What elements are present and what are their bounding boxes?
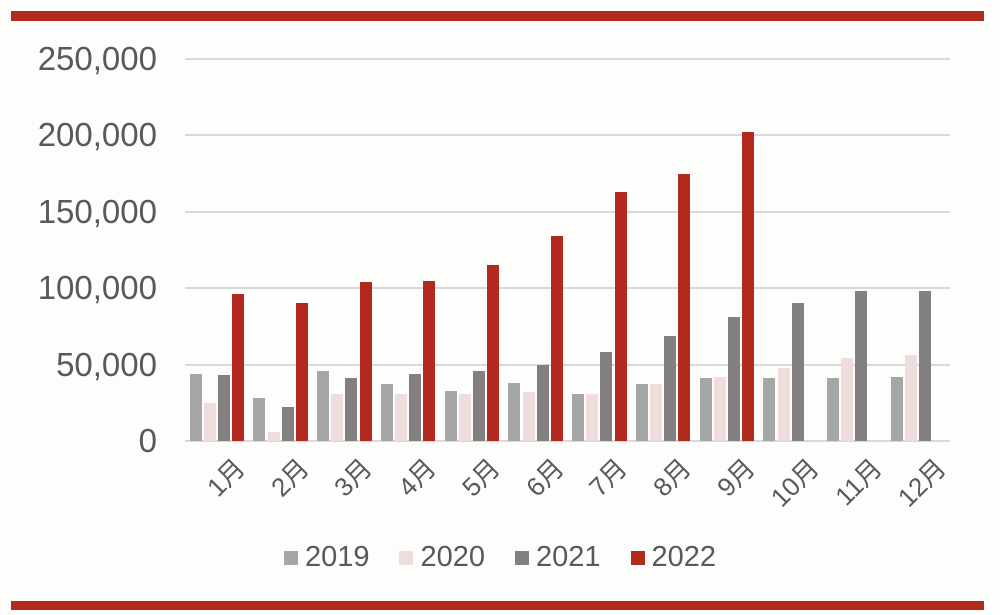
bar-2021-6月 xyxy=(536,364,549,441)
x-axis-label: 2月 xyxy=(264,452,315,503)
bar-2020-7月 xyxy=(586,393,599,441)
gridline xyxy=(185,440,950,442)
y-axis-tick-label: 250,000 xyxy=(37,40,157,77)
gridline xyxy=(185,363,950,366)
bar-2021-2月 xyxy=(281,407,294,441)
bar-2020-11月 xyxy=(841,358,854,441)
bar-2021-5月 xyxy=(472,370,485,441)
y-axis-tick-label: 200,000 xyxy=(37,116,157,154)
legend-label: 2020 xyxy=(420,541,485,573)
legend-marker-2021 xyxy=(515,550,529,565)
legend-marker-2019 xyxy=(283,550,298,565)
bar-2021-11月 xyxy=(855,291,868,441)
x-axis-label: 5月 xyxy=(455,452,506,503)
bar-2019-3月 xyxy=(317,370,330,441)
bar-2020-1月 xyxy=(203,402,216,441)
x-axis-label: 1月 xyxy=(200,452,251,503)
legend-marker-2020 xyxy=(399,550,414,565)
top-border-stripe xyxy=(11,11,984,21)
legend-item-2022: 2022 xyxy=(630,541,717,573)
bar-2022-4月 xyxy=(423,280,436,441)
bar-2019-9月 xyxy=(699,378,712,441)
bar-2019-8月 xyxy=(635,384,648,441)
chart-legend: 2019 2020 2021 2022 xyxy=(0,543,1000,572)
bar-2019-11月 xyxy=(827,378,840,441)
bar-2021-7月 xyxy=(600,352,613,441)
bar-2021-3月 xyxy=(345,378,358,441)
bar-2019-5月 xyxy=(444,390,457,441)
bar-2020-9月 xyxy=(713,376,726,441)
bar-2022-8月 xyxy=(678,173,691,441)
bar-2020-8月 xyxy=(650,384,663,441)
bar-2022-7月 xyxy=(614,191,627,441)
bar-2020-12月 xyxy=(905,355,918,441)
bar-2021-8月 xyxy=(664,335,677,441)
bar-2019-12月 xyxy=(890,376,903,441)
bar-2020-6月 xyxy=(522,392,535,441)
bar-2019-2月 xyxy=(253,398,266,441)
gridline xyxy=(185,58,950,60)
bar-2022-1月 xyxy=(232,294,245,441)
legend-label: 2019 xyxy=(304,541,370,573)
bottom-border-stripe xyxy=(11,601,984,610)
x-axis-label: 6月 xyxy=(519,452,570,503)
bar-2022-2月 xyxy=(295,303,308,441)
bar-2021-4月 xyxy=(409,373,422,441)
bar-2020-3月 xyxy=(331,393,344,441)
x-axis-label: 11月 xyxy=(829,452,889,512)
x-axis-label: 3月 xyxy=(328,452,379,503)
y-axis-tick-label: 100,000 xyxy=(37,269,157,307)
bar-2019-6月 xyxy=(508,382,521,441)
gridline xyxy=(185,287,950,290)
bar-2019-10月 xyxy=(763,378,776,441)
y-axis-tick-label: 0 xyxy=(138,422,157,459)
legend-label: 2021 xyxy=(536,541,601,573)
legend-item-2020: 2020 xyxy=(399,543,485,572)
bar-2021-9月 xyxy=(727,317,740,441)
bar-2020-5月 xyxy=(458,393,471,441)
bar-2019-1月 xyxy=(189,373,202,441)
bar-2019-4月 xyxy=(380,384,393,441)
bar-2020-10月 xyxy=(777,367,790,441)
gridline xyxy=(185,210,950,213)
x-axis-label: 4月 xyxy=(392,452,442,503)
y-axis-tick-label: 50,000 xyxy=(56,345,157,383)
x-axis-label: 7月 xyxy=(583,452,634,503)
y-axis-tick-label: 150,000 xyxy=(37,192,157,230)
x-axis-label: 8月 xyxy=(647,452,697,503)
x-axis-label: 9月 xyxy=(710,452,761,503)
bar-2020-4月 xyxy=(395,393,408,441)
x-axis-label: 12月 xyxy=(891,452,952,513)
bar-2021-10月 xyxy=(791,303,804,441)
bar-2019-7月 xyxy=(572,393,585,441)
legend-marker-2022 xyxy=(630,550,645,565)
bar-2022-6月 xyxy=(550,236,563,441)
bar-2021-1月 xyxy=(217,375,230,441)
bar-2022-5月 xyxy=(487,265,500,441)
bar-2022-3月 xyxy=(359,282,372,441)
bar-2021-12月 xyxy=(919,291,932,441)
legend-item-2021: 2021 xyxy=(515,543,601,572)
bar-2022-9月 xyxy=(742,132,755,441)
legend-label: 2022 xyxy=(651,541,717,573)
legend-item-2019: 2019 xyxy=(283,541,370,573)
gridline xyxy=(185,134,950,137)
bar-2020-2月 xyxy=(267,431,280,441)
x-axis-label: 10月 xyxy=(764,452,825,513)
